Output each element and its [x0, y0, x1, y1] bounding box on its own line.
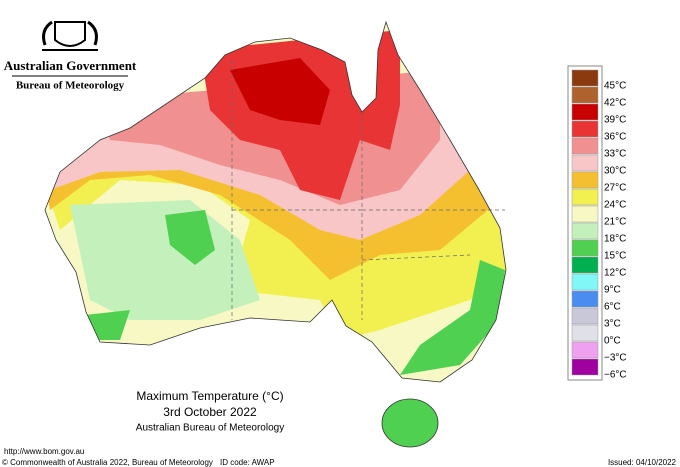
legend-swatch — [571, 188, 599, 206]
map-region — [382, 399, 438, 447]
legend-swatch — [571, 69, 599, 87]
legend-label: 12°C — [604, 268, 626, 279]
legend-swatch — [571, 256, 599, 274]
footer-url: http://www.bom.gov.au — [4, 447, 84, 456]
legend-label: 6°C — [604, 302, 621, 313]
legend-label: 18°C — [604, 234, 626, 245]
footer-issued: Issued: 04/10/2022 — [608, 458, 677, 467]
legend-label: 21°C — [604, 217, 626, 228]
legend-label: −6°C — [604, 370, 627, 381]
map-source: Australian Bureau of Meteorology — [136, 423, 284, 434]
footer-copyright: © Commonwealth of Australia 2022, Bureau… — [2, 458, 213, 467]
map-region — [230, 58, 330, 125]
legend-label: 45°C — [604, 81, 626, 92]
legend-label: 33°C — [604, 149, 626, 160]
legend-swatch — [571, 273, 599, 291]
legend-frame — [567, 65, 603, 381]
map-title: Maximum Temperature (°C) — [136, 389, 283, 403]
legend-swatch — [571, 171, 599, 189]
legend-label: 30°C — [604, 166, 626, 177]
legend-label: 24°C — [604, 200, 626, 211]
legend-label: 9°C — [604, 285, 621, 296]
legend-label: 36°C — [604, 132, 626, 143]
coastline — [44, 20, 507, 383]
legend-swatch — [571, 222, 599, 240]
map-region — [400, 260, 505, 375]
legend-swatch — [571, 103, 599, 121]
legend-label: −3°C — [604, 353, 627, 364]
legend-swatch — [571, 154, 599, 172]
footer-id: ID code: AWAP — [220, 458, 275, 467]
legend-label: 27°C — [604, 183, 626, 194]
legend-swatch — [571, 307, 599, 325]
legend-label: 42°C — [604, 98, 626, 109]
legend-swatch — [571, 324, 599, 342]
crest — [42, 20, 98, 51]
map-date: 3rd October 2022 — [163, 405, 257, 419]
bureau-name: Bureau of Meteorology — [16, 80, 125, 92]
legend-label: 15°C — [604, 251, 626, 262]
map-region — [85, 210, 215, 340]
legend-label: 39°C — [604, 115, 626, 126]
state-borders — [231, 60, 505, 320]
legend-swatch — [571, 239, 599, 257]
legend-swatch — [571, 341, 599, 359]
legend-label: 0°C — [604, 336, 621, 347]
legend-swatch — [571, 120, 599, 138]
legend-swatch — [571, 137, 599, 155]
legend-swatch — [571, 290, 599, 308]
coastline — [381, 398, 439, 448]
map-region — [70, 200, 260, 320]
legend: 45°C 42°C 39°C 36°C 33°C 30°C 27°C 24°C 21°C 18°C… — [567, 65, 627, 381]
government-name: Australian Government — [4, 58, 137, 73]
legend-label: 3°C — [604, 319, 621, 330]
legend-swatch — [571, 86, 599, 104]
legend-swatch — [571, 358, 599, 376]
legend-swatch — [571, 205, 599, 223]
